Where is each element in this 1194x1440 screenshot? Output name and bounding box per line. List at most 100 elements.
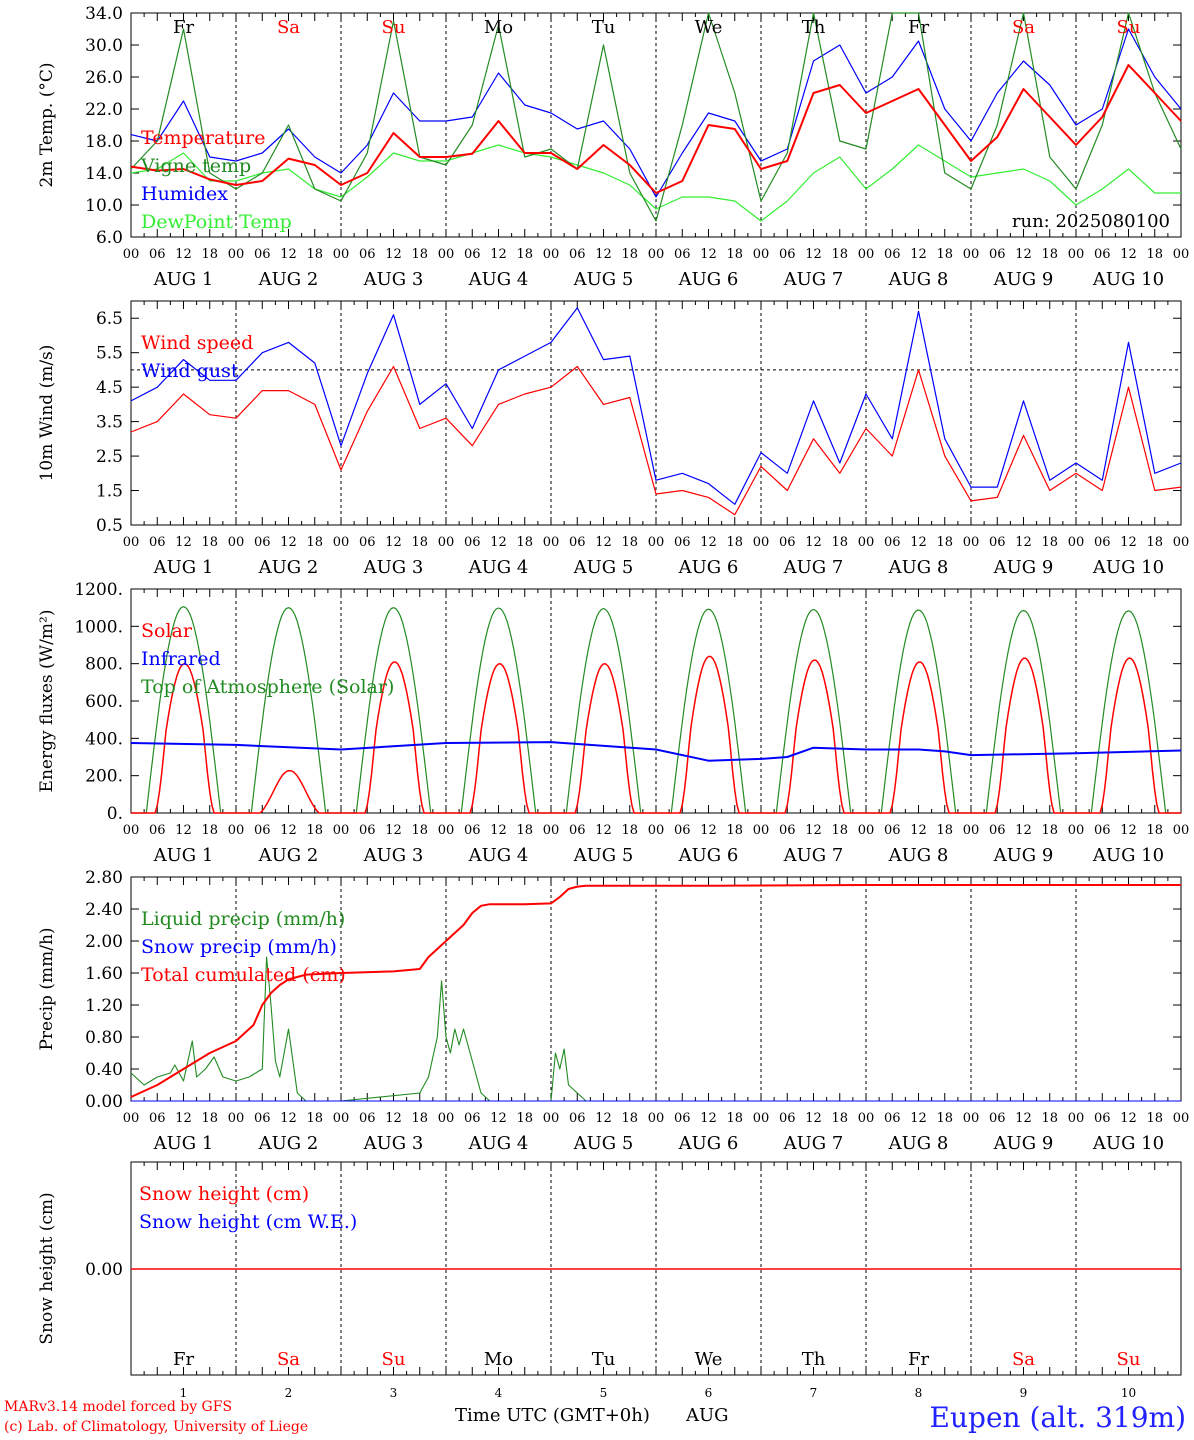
hour-tick-label: 06 <box>779 247 796 262</box>
hour-tick-label: 00 <box>858 535 875 550</box>
hour-tick-label: 18 <box>201 1111 218 1126</box>
hour-tick-label: 06 <box>149 247 166 262</box>
hour-tick-label: 06 <box>149 1111 166 1126</box>
hour-tick-label: 18 <box>516 823 533 838</box>
hour-tick-label: 06 <box>359 535 376 550</box>
y-tick-label: 2.80 <box>85 868 123 888</box>
hour-tick-label: 06 <box>779 1111 796 1126</box>
y-tick-label: 1.5 <box>96 482 123 502</box>
day-label: AUG 9 <box>993 845 1054 866</box>
day-label: AUG 3 <box>363 557 424 578</box>
series-line <box>130 28 1182 198</box>
day-label: AUG 7 <box>783 845 844 866</box>
day-label: AUG 5 <box>573 269 634 290</box>
legend-entry: Solar <box>141 620 193 642</box>
y-tick-label: 0.5 <box>96 516 123 536</box>
y-tick-label: 1.60 <box>85 964 123 984</box>
run-label: run: 2025080100 <box>1012 211 1170 232</box>
panel-1: 6.0 10.0 14.0 18.0 22.0 26.0 30.0 34.0 2m Temp. … <box>37 4 1182 248</box>
credit-line-1: MARv3.14 model forced by GFS <box>4 1399 233 1415</box>
hour-tick-label: 18 <box>516 247 533 262</box>
hour-tick-label: 00 <box>1173 1111 1190 1126</box>
day-label: AUG 8 <box>888 557 949 578</box>
hour-tick-label: 06 <box>464 535 481 550</box>
day-label: AUG 1 <box>153 269 214 290</box>
hour-tick-label: 18 <box>1041 535 1058 550</box>
hour-tick-label: 06 <box>989 1111 1006 1126</box>
hour-tick-label: 12 <box>910 247 927 262</box>
day-label: AUG 9 <box>993 1133 1054 1154</box>
y-tick-label: 22.0 <box>85 100 123 120</box>
hour-tick-label: 00 <box>963 823 980 838</box>
hour-tick-label: 06 <box>569 247 586 262</box>
hour-tick-label: 00 <box>963 1111 980 1126</box>
hour-tick-label: 00 <box>1068 1111 1085 1126</box>
weekday-label: Su <box>382 17 406 38</box>
hour-tick-label: 06 <box>674 247 691 262</box>
hour-tick-label: 00 <box>753 823 770 838</box>
hour-tick-label: 06 <box>779 823 796 838</box>
legend-entry: Total cumulated (cm) <box>141 964 346 986</box>
y-tick-label: 6.0 <box>96 228 123 248</box>
y-axis-label: 10m Wind (m/s) <box>37 345 57 482</box>
hour-tick-label: 12 <box>805 535 822 550</box>
x-axis-labels: 00 06 12 18 AUG 1 00 06 12 18 AUG 2 00 06 12 18 AUG 3 0… <box>123 1111 1190 1154</box>
hour-tick-label: 18 <box>1041 823 1058 838</box>
weekday-label: Fr <box>173 17 194 38</box>
y-tick-label: 0.40 <box>85 1060 123 1080</box>
legend-entry: Infrared <box>141 648 221 670</box>
day-label: AUG 7 <box>783 557 844 578</box>
y-tick-label: 26.0 <box>85 68 123 88</box>
y-tick-label: 2.40 <box>85 900 123 920</box>
hour-tick-label: 18 <box>621 535 638 550</box>
legend-entry: Humidex <box>141 183 228 205</box>
day-label: AUG 1 <box>153 557 214 578</box>
weekday-label: Th <box>802 17 826 38</box>
hour-tick-label: 12 <box>805 1111 822 1126</box>
hour-tick-label: 00 <box>123 1111 140 1126</box>
hour-tick-label: 00 <box>648 1111 665 1126</box>
hour-tick-label: 18 <box>1041 247 1058 262</box>
y-tick-label: 0.00 <box>85 1092 123 1112</box>
hour-tick-label: 00 <box>858 247 875 262</box>
y-tick-label: 10.0 <box>85 196 123 216</box>
weekday-label: Mo <box>484 17 513 38</box>
y-tick-label: 600. <box>85 692 123 712</box>
y-tick-label: 5.5 <box>96 344 123 364</box>
hour-tick-label: 00 <box>543 1111 560 1126</box>
day-label: AUG 2 <box>258 1133 319 1154</box>
hour-tick-label: 18 <box>411 247 428 262</box>
hour-tick-label: 00 <box>543 247 560 262</box>
day-number: 2 <box>285 1386 293 1400</box>
x-axis-labels: 00 06 12 18 AUG 1 00 06 12 18 AUG 2 00 06 12 18 AUG 3 0… <box>123 535 1190 578</box>
hour-tick-label: 06 <box>1094 535 1111 550</box>
legend-entry: Wind gust <box>141 360 239 382</box>
day-label: AUG 9 <box>993 269 1054 290</box>
y-tick-label: 0.00 <box>85 1260 123 1280</box>
hour-tick-label: 06 <box>884 1111 901 1126</box>
hour-tick-label: 12 <box>175 1111 192 1126</box>
day-label: AUG 5 <box>573 1133 634 1154</box>
hour-tick-label: 12 <box>280 823 297 838</box>
hour-tick-label: 12 <box>805 247 822 262</box>
y-tick-label: 3.5 <box>96 413 123 433</box>
hour-tick-label: 18 <box>201 247 218 262</box>
hour-tick-label: 00 <box>753 1111 770 1126</box>
hour-tick-label: 06 <box>569 1111 586 1126</box>
day-number: 8 <box>915 1386 923 1400</box>
hour-tick-label: 06 <box>884 823 901 838</box>
hour-tick-label: 12 <box>280 1111 297 1126</box>
hour-tick-label: 18 <box>1146 535 1163 550</box>
hour-tick-label: 18 <box>411 823 428 838</box>
day-label: AUG 6 <box>678 1133 739 1154</box>
hour-tick-label: 06 <box>779 535 796 550</box>
hour-tick-label: 12 <box>1015 535 1032 550</box>
hour-tick-label: 18 <box>831 823 848 838</box>
y-tick-label: 6.5 <box>96 309 123 329</box>
day-label: AUG 4 <box>468 557 529 578</box>
hour-tick-label: 06 <box>1094 1111 1111 1126</box>
hour-tick-label: 06 <box>674 823 691 838</box>
weekday-label: Su <box>382 1349 406 1370</box>
hour-tick-label: 00 <box>648 535 665 550</box>
hour-tick-label: 06 <box>254 823 271 838</box>
